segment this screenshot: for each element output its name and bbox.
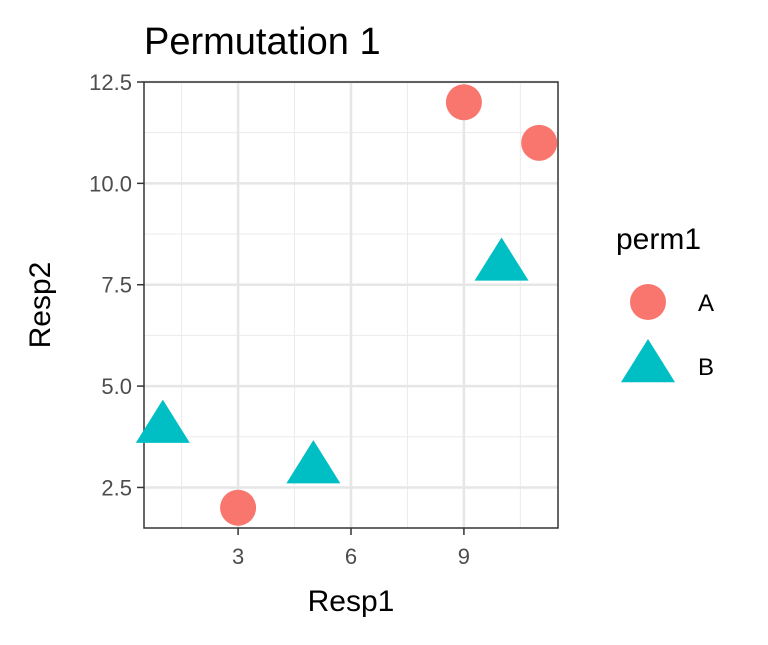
x-tick-label: 9 xyxy=(458,544,470,569)
legend-label-b: B xyxy=(698,354,714,381)
point-a xyxy=(521,124,558,161)
legend-key-a xyxy=(630,284,666,320)
legend-title: perm1 xyxy=(616,223,701,256)
point-b xyxy=(135,399,190,443)
point-a xyxy=(220,489,257,526)
point-b xyxy=(286,440,341,484)
point-b xyxy=(474,237,529,281)
x-axis-label: Resp1 xyxy=(308,585,395,618)
legend: perm1 A B xyxy=(616,223,714,383)
y-axis-label: Resp2 xyxy=(24,262,57,349)
y-tick-label: 12.5 xyxy=(89,70,132,95)
x-tick-label: 3 xyxy=(232,544,244,569)
data-points xyxy=(135,84,558,526)
point-a xyxy=(445,84,482,121)
chart-title: Permutation 1 xyxy=(144,21,381,63)
y-tick-label: 7.5 xyxy=(101,273,132,298)
y-tick-label: 5.0 xyxy=(101,374,132,399)
legend-label-a: A xyxy=(698,290,714,317)
legend-key-b xyxy=(621,339,675,383)
y-tick-label: 10.0 xyxy=(89,171,132,196)
axis-ticks: 3 6 9 2.5 5.0 7.5 10.0 12.5 xyxy=(89,70,470,569)
y-tick-label: 2.5 xyxy=(101,475,132,500)
x-tick-label: 6 xyxy=(345,544,357,569)
grid xyxy=(144,80,558,528)
